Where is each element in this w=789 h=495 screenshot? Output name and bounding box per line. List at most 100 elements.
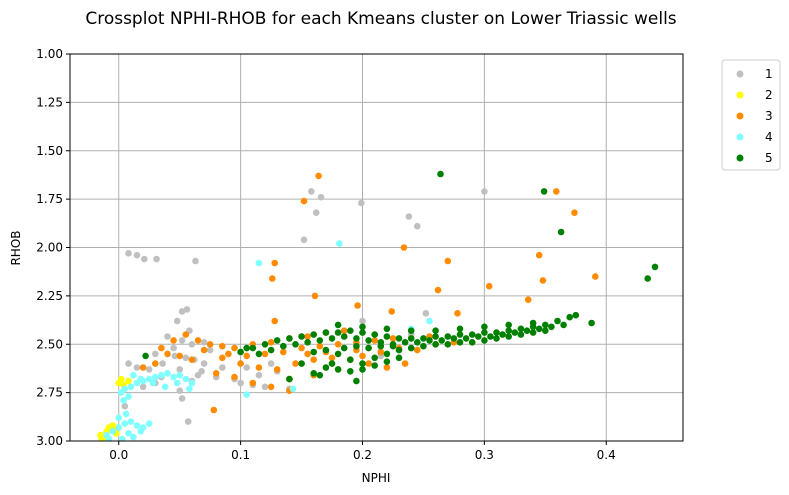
data-point [310,348,318,356]
data-point [485,282,493,290]
data-point [255,350,263,358]
data-point [243,364,250,371]
data-point [475,333,482,340]
data-point [401,339,409,346]
data-point [523,327,531,335]
data-point [286,335,293,342]
data-point [334,341,342,348]
data-point [359,329,366,336]
data-point [133,364,141,371]
chart-title: Crossplot NPHI-RHOB for each Kmeans clus… [85,9,676,29]
data-point [389,342,397,350]
data-point [328,335,336,342]
data-point [98,435,105,441]
data-point [405,213,413,220]
data-point [592,273,599,280]
y-tick-label: 2.75 [36,386,63,400]
data-point [149,379,157,387]
data-point [414,339,421,346]
data-point [310,331,318,338]
data-point [219,342,226,350]
data-point [289,385,297,393]
data-point [444,333,452,340]
data-point [225,350,232,358]
data-point [340,327,348,335]
x-tick-label: 0.2 [353,448,372,462]
data-point [219,364,226,371]
data-point [359,352,366,360]
legend-entry-label: 4 [765,130,773,144]
data-point [298,333,305,340]
data-point [414,346,421,354]
data-point [261,350,269,358]
data-point [115,414,122,422]
data-point [121,402,129,410]
data-point [377,348,385,356]
data-point [243,352,250,360]
data-point [125,393,132,400]
data-point [280,348,287,356]
data-point [371,337,379,344]
data-point [231,373,238,381]
data-point [161,383,169,391]
data-point [524,296,532,304]
data-point [125,250,132,257]
data-point [125,430,132,437]
data-point [542,327,549,335]
y-tick-label: 2.00 [36,241,63,255]
data-point [316,371,324,379]
data-point [188,356,196,364]
legend-entry-label: 5 [765,151,773,165]
data-point [152,373,159,381]
data-point [137,428,144,435]
data-point [170,337,177,344]
data-point [249,344,257,352]
data-point [194,337,202,344]
data-point [481,188,488,195]
data-point [125,360,132,367]
data-point [164,333,171,340]
data-point [164,370,171,377]
data-point [539,277,547,284]
data-point [566,313,573,321]
data-point [554,317,561,325]
data-point [145,420,153,427]
data-point [261,383,269,391]
data-point [186,385,193,393]
data-point [311,292,319,300]
data-point [192,257,199,265]
data-point [529,329,537,336]
data-point [644,275,651,282]
legend-entry-label: 1 [765,67,773,81]
data-point [212,370,220,377]
data-point [176,352,183,360]
data-point [535,251,543,259]
data-point [468,339,476,346]
data-point [371,331,379,338]
data-point [517,325,525,333]
data-point [407,344,415,352]
data-point [420,335,427,342]
data-point [119,435,126,441]
data-point [139,364,147,371]
data-point [255,259,263,267]
data-point [133,422,141,429]
data-point [188,379,196,387]
series-4 [103,240,433,441]
data-point [115,424,122,431]
x-tick-label: 0.3 [475,448,494,462]
x-tick-label: 0.0 [109,448,128,462]
data-point [383,333,391,340]
data-point [130,371,137,379]
data-point [347,327,354,335]
data-point [487,333,494,340]
data-point [315,172,322,180]
data-point [164,350,171,358]
data-point [572,311,580,319]
data-point [359,366,366,373]
y-tick-label: 2.50 [36,337,63,351]
data-point [432,327,439,335]
data-point [571,209,578,216]
legend-marker [736,154,744,162]
data-point [271,317,279,325]
